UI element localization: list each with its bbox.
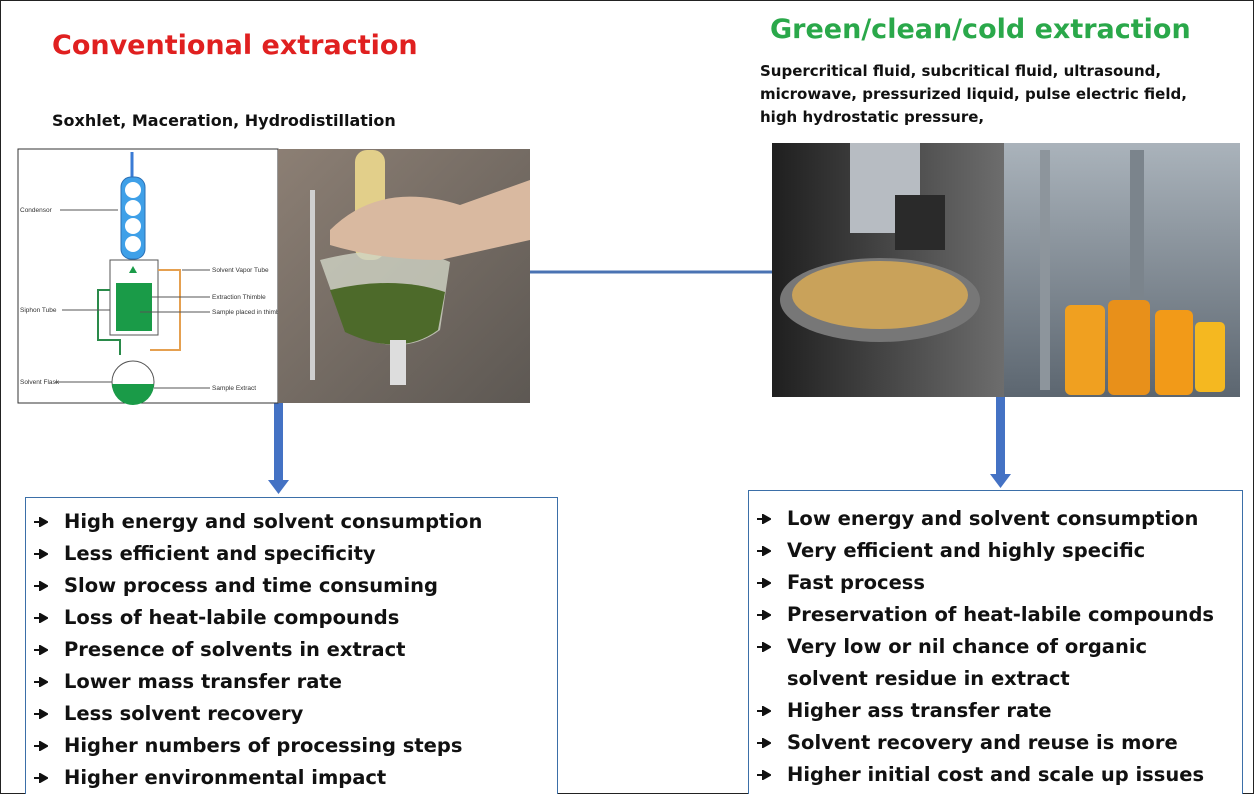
point: Higher environmental impact (26, 762, 557, 794)
point: Preservation of heat-labile compounds (749, 599, 1242, 631)
point: Very low or nil chance of organic solven… (749, 631, 1242, 695)
bullet-arrow (34, 581, 48, 591)
arrow-head (990, 474, 1011, 488)
bullet-arrow (757, 514, 771, 524)
point: Higher ass transfer rate (749, 695, 1242, 727)
method-line: Supercritical fluid, subcritical fluid, … (760, 60, 1187, 83)
bullet-arrow (34, 645, 48, 655)
diagram-label: Solvent Vapor Tube (212, 267, 269, 274)
point: Fast process (749, 567, 1242, 599)
point-text: High energy and solvent consumption (64, 510, 482, 533)
point-text: Very efficient and highly specific (787, 539, 1145, 562)
point: Less solvent recovery (26, 698, 557, 730)
bullet-arrow (34, 741, 48, 751)
bullet-arrow (34, 773, 48, 783)
bullet-arrow (34, 549, 48, 559)
page: Condensor Solvent Vapor Tube Extraction … (0, 0, 1254, 794)
diagram-label: Extraction Thimble (212, 294, 266, 301)
point: Higher initial cost and scale up issues (749, 759, 1242, 791)
point: Presence of solvents in extract (26, 634, 557, 666)
bullet-arrow (34, 709, 48, 719)
bullet-arrow (757, 610, 771, 620)
point: Less efficient and specificity (26, 538, 557, 570)
bullet-arrow (757, 546, 771, 556)
arrow-head (268, 480, 289, 494)
arrow-shaft (996, 397, 1005, 475)
bullet-arrow (757, 642, 771, 652)
method-line: microwave, pressurized liquid, pulse ele… (760, 83, 1187, 106)
bullet-arrow (34, 677, 48, 687)
point: Slow process and time consuming (26, 570, 557, 602)
right-box: Low energy and solvent consumption Very e… (748, 490, 1243, 794)
point-text: Lower mass transfer rate (64, 670, 342, 693)
green-extraction-photos (772, 143, 1240, 397)
left-title: Conventional extraction (52, 30, 418, 61)
point-text: Loss of heat-labile compounds (64, 606, 399, 629)
point-text: Solvent recovery and reuse is more (787, 731, 1178, 754)
point-text: Less solvent recovery (64, 702, 303, 725)
maceration-photo (278, 149, 530, 403)
right-title: Green/clean/cold extraction (770, 14, 1191, 45)
left-box: High energy and solvent consumption Less … (25, 497, 558, 794)
point: Low energy and solvent consumption (749, 503, 1242, 535)
point-text: Presence of solvents in extract (64, 638, 405, 661)
point-text: Higher initial cost and scale up issues (787, 763, 1204, 786)
bullet-arrow (757, 770, 771, 780)
point-text: Very low or nil chance of organic solven… (787, 635, 1147, 690)
right-methods: Supercritical fluid, subcritical fluid, … (760, 60, 1187, 129)
left-points: High energy and solvent consumption Less … (26, 506, 557, 794)
bullet-arrow (757, 738, 771, 748)
point-text: Higher environmental impact (64, 766, 386, 789)
bullet-arrow (757, 706, 771, 716)
diagram-label: Siphon Tube (20, 307, 57, 314)
point-text: Less efficient and specificity (64, 542, 376, 565)
point: Lower mass transfer rate (26, 666, 557, 698)
soxhlet-diagram: Condensor Solvent Vapor Tube Extraction … (18, 149, 285, 405)
right-points: Low energy and solvent consumption Very e… (749, 503, 1242, 791)
point: Very efficient and highly specific (749, 535, 1242, 567)
diagram-label: Sample Extract (212, 385, 256, 392)
diagram-label: Condensor (20, 207, 53, 214)
method-line: high hydrostatic pressure, (760, 106, 1187, 129)
point: High energy and solvent consumption (26, 506, 557, 538)
point-text: Higher numbers of processing steps (64, 734, 462, 757)
point: Higher numbers of processing steps (26, 730, 557, 762)
bullet-arrow (757, 578, 771, 588)
point: Solvent recovery and reuse is more (749, 727, 1242, 759)
point-text: Higher ass transfer rate (787, 699, 1052, 722)
bullet-arrow (34, 517, 48, 527)
point-text: Slow process and time consuming (64, 574, 438, 597)
diagram-label: Sample placed in thimble (212, 309, 285, 316)
point: Loss of heat-labile compounds (26, 602, 557, 634)
point-text: Preservation of heat-labile compounds (787, 603, 1214, 626)
diagram-label: Solvent Flask (20, 379, 60, 386)
point-text: Low energy and solvent consumption (787, 507, 1198, 530)
bullet-arrow (34, 613, 48, 623)
point-text: Fast process (787, 571, 925, 594)
left-methods: Soxhlet, Maceration, Hydrodistillation (52, 109, 396, 132)
arrow-shaft (274, 403, 283, 481)
